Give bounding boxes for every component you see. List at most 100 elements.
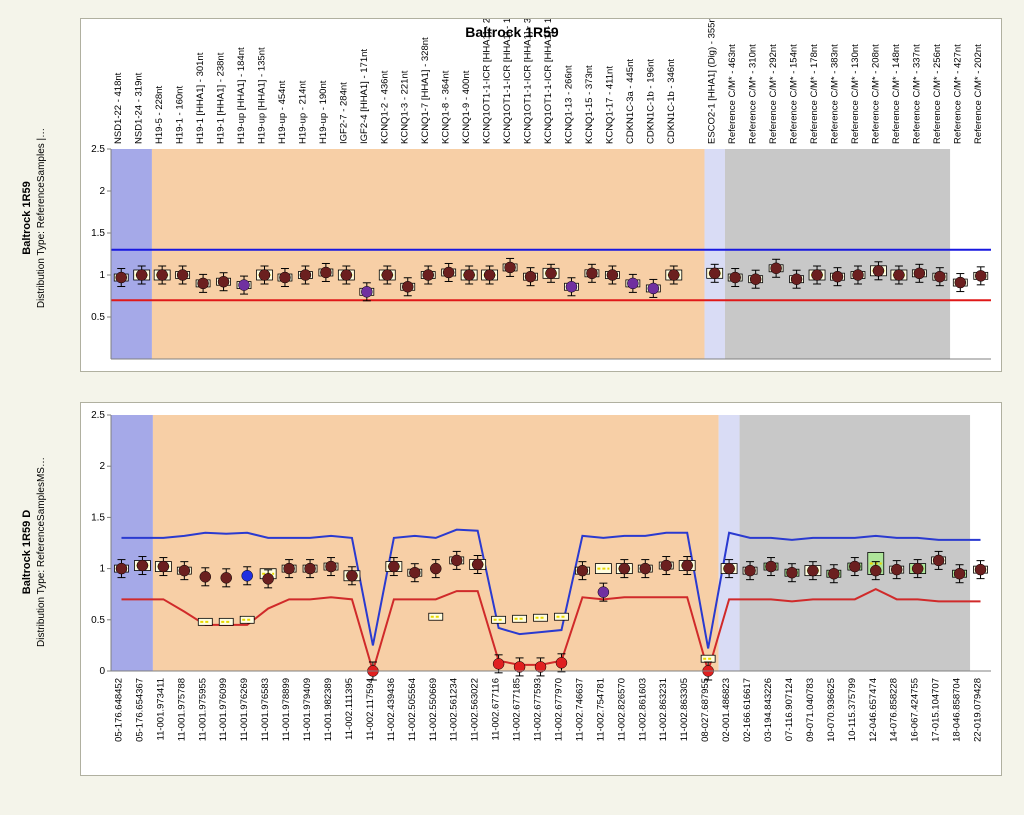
ylabel-bot: Baltrock 1R59 D Distribution Type: Refer… (0, 402, 80, 774)
svg-text:Reference C/M* - 208nt: Reference C/M* - 208nt (870, 44, 881, 144)
svg-text:IGF2-7 - 284nt: IGF2-7 - 284nt (338, 82, 349, 144)
svg-text:IGF2-4 [HHA1] - 171nt: IGF2-4 [HHA1] - 171nt (359, 49, 370, 144)
svg-text:Reference C/M* - 154nt: Reference C/M* - 154nt (789, 44, 800, 144)
svg-text:2: 2 (99, 461, 105, 472)
svg-text:Reference C/M* - 337nt: Reference C/M* - 337nt (911, 44, 922, 144)
ylabel-bot-line1: Baltrock 1R59 D (21, 510, 33, 594)
svg-text:11-002.677970: 11-002.677970 (553, 678, 564, 741)
svg-text:H19-1 - 160nt: H19-1 - 160nt (175, 86, 186, 144)
svg-text:Reference C/M* - 463nt: Reference C/M* - 463nt (727, 44, 738, 144)
svg-text:KCNQ1-8 - 364nt: KCNQ1-8 - 364nt (441, 70, 452, 144)
svg-text:11-002.563022: 11-002.563022 (470, 678, 481, 741)
svg-text:H19-up [HHA1] - 135nt: H19-up [HHA1] - 135nt (256, 47, 267, 144)
svg-text:17-015.104707: 17-015.104707 (931, 678, 942, 742)
svg-text:11-001.979409: 11-001.979409 (302, 678, 313, 741)
svg-text:KCNQ1-13 - 266nt: KCNQ1-13 - 266nt (563, 65, 574, 144)
svg-text:10-070.936625: 10-070.936625 (826, 678, 837, 742)
svg-text:05-176.648452: 05-176.648452 (113, 678, 124, 742)
svg-text:11-002.863305: 11-002.863305 (679, 678, 690, 741)
svg-text:16-067.424755: 16-067.424755 (910, 678, 921, 742)
svg-text:11-002.754781: 11-002.754781 (595, 678, 606, 741)
svg-text:NSD1-22 - 418nt: NSD1-22 - 418nt (113, 72, 124, 144)
svg-text:11-001.976269: 11-001.976269 (239, 678, 250, 741)
svg-text:02-166.616617: 02-166.616617 (742, 678, 753, 742)
ylabel-top: Baltrock 1R59 Distribution Type: Referen… (0, 18, 80, 370)
svg-text:11-001.973411: 11-001.973411 (155, 678, 166, 741)
svg-text:H19-5 - 228nt: H19-5 - 228nt (154, 86, 165, 144)
svg-text:KCNQ1-15 - 373nt: KCNQ1-15 - 373nt (584, 65, 595, 144)
svg-text:H19-up - 454nt: H19-up - 454nt (277, 80, 288, 144)
svg-text:Reference C/M* - 178nt: Reference C/M* - 178nt (809, 44, 820, 144)
svg-text:12-046.657474: 12-046.657474 (868, 678, 879, 742)
svg-text:11-002.561234: 11-002.561234 (449, 678, 460, 741)
svg-text:18-046.858704: 18-046.858704 (952, 678, 963, 742)
svg-text:02-001.486823: 02-001.486823 (721, 678, 732, 742)
svg-text:11-001.978899: 11-001.978899 (281, 678, 292, 741)
svg-text:KCNQ1-17 - 411nt: KCNQ1-17 - 411nt (604, 66, 615, 144)
svg-text:0.5: 0.5 (91, 615, 105, 626)
svg-text:NSD1-24 - 319nt: NSD1-24 - 319nt (134, 72, 145, 144)
svg-text:11-002.550669: 11-002.550669 (428, 678, 439, 741)
svg-text:2: 2 (99, 186, 105, 197)
chart-title: Baltrock 1R59 (0, 24, 1024, 40)
svg-text:11-001.975955: 11-001.975955 (197, 678, 208, 741)
svg-text:0: 0 (99, 666, 105, 677)
svg-text:11-002.505564: 11-002.505564 (407, 678, 418, 741)
svg-text:KCNQ1-3 - 221nt: KCNQ1-3 - 221nt (400, 70, 411, 144)
svg-text:03-194.843226: 03-194.843226 (763, 678, 774, 742)
svg-text:1.5: 1.5 (91, 228, 105, 239)
svg-text:Reference C/M* - 310nt: Reference C/M* - 310nt (748, 44, 759, 144)
svg-text:Reference C/M* - 427nt: Reference C/M* - 427nt (952, 44, 963, 144)
svg-text:H19-1 [HHA1] - 238nt: H19-1 [HHA1] - 238nt (216, 52, 227, 144)
svg-text:H19-up - 214nt: H19-up - 214nt (297, 80, 308, 144)
svg-text:H19-up [HHA1] - 184nt: H19-up [HHA1] - 184nt (236, 47, 247, 144)
svg-text:11-002.111395: 11-002.111395 (344, 678, 355, 740)
svg-text:11-002.677116: 11-002.677116 (491, 678, 502, 741)
svg-text:11-002.826570: 11-002.826570 (616, 678, 627, 741)
svg-text:11-001.976583: 11-001.976583 (260, 678, 271, 741)
svg-text:CDKN1C-3a - 445nt: CDKN1C-3a - 445nt (625, 59, 636, 144)
svg-text:10-115.375799: 10-115.375799 (847, 678, 858, 741)
svg-text:11-002.439436: 11-002.439436 (386, 678, 397, 741)
svg-text:11-002.677593: 11-002.677593 (533, 678, 544, 741)
svg-text:Reference C/M* - 256nt: Reference C/M* - 256nt (932, 44, 943, 144)
svg-text:14-076.858228: 14-076.858228 (889, 678, 900, 742)
svg-text:11-001.982389: 11-001.982389 (323, 678, 334, 741)
svg-text:CDKN1C-1b - 346nt: CDKN1C-1b - 346nt (666, 59, 677, 144)
svg-text:11-001.975788: 11-001.975788 (176, 678, 187, 741)
svg-text:08-027.687955: 08-027.687955 (700, 678, 711, 742)
svg-text:Reference C/M* - 130nt: Reference C/M* - 130nt (850, 44, 861, 144)
svg-text:11-001.976099: 11-001.976099 (218, 678, 229, 741)
ylabel-top-line1: Baltrock 1R59 (21, 181, 33, 254)
svg-text:2.5: 2.5 (91, 410, 105, 421)
ylabel-bot-line2: Distribution Type: ReferenceSamplesMS… (36, 457, 47, 647)
svg-text:11-002.117594: 11-002.117594 (365, 678, 376, 741)
svg-text:2.5: 2.5 (91, 144, 105, 155)
svg-text:05-176.654367: 05-176.654367 (134, 678, 145, 742)
svg-text:11-002.746637: 11-002.746637 (574, 678, 585, 741)
svg-text:11-002.677185: 11-002.677185 (512, 678, 523, 741)
svg-text:KCNQ1-7 [HHA1] - 328nt: KCNQ1-7 [HHA1] - 328nt (420, 37, 431, 144)
top-chart-svg: 0.5 1 1.5 2 2.5 NSD1-22 - 418nt NSD1-24 - 319n… (81, 19, 1001, 371)
svg-text:07-116.907124: 07-116.907124 (784, 678, 795, 741)
svg-text:CDKN1C-1b - 196nt: CDKN1C-1b - 196nt (645, 59, 656, 144)
chart-wrapper: Baltrock 1R59 Baltrock 1R59 Distribution… (0, 0, 1024, 815)
bottom-chart-svg: 0 0.5 1 1.5 2 2.5 05-176.648452 05-176.654367 11… (81, 403, 1001, 775)
svg-text:09-071.040783: 09-071.040783 (805, 678, 816, 742)
svg-text:H19-1 [HHA1] - 301nt: H19-1 [HHA1] - 301nt (195, 52, 206, 144)
svg-text:11-002.863231: 11-002.863231 (658, 678, 669, 741)
svg-text:1: 1 (99, 270, 105, 281)
svg-text:H19-up - 190nt: H19-up - 190nt (318, 80, 329, 144)
svg-text:Reference C/M* - 202nt: Reference C/M* - 202nt (973, 44, 984, 144)
svg-text:Reference C/M* - 292nt: Reference C/M* - 292nt (768, 44, 779, 144)
bottom-chart-panel: 0 0.5 1 1.5 2 2.5 05-176.648452 05-176.654367 11… (80, 402, 1002, 776)
ylabel-top-line2: Distribution Type: ReferenceSamples |… (36, 128, 47, 308)
svg-text:11-002.861603: 11-002.861603 (637, 678, 648, 741)
svg-text:1.5: 1.5 (91, 512, 105, 523)
svg-text:22-019.079428: 22-019.079428 (973, 678, 984, 742)
svg-text:Reference C/M* - 148nt: Reference C/M* - 148nt (891, 44, 902, 144)
svg-text:0.5: 0.5 (91, 312, 105, 323)
svg-text:Reference C/M* - 383nt: Reference C/M* - 383nt (830, 44, 841, 144)
svg-text:KCNQ1-2 - 436nt: KCNQ1-2 - 436nt (379, 70, 390, 144)
svg-text:1: 1 (99, 564, 105, 575)
